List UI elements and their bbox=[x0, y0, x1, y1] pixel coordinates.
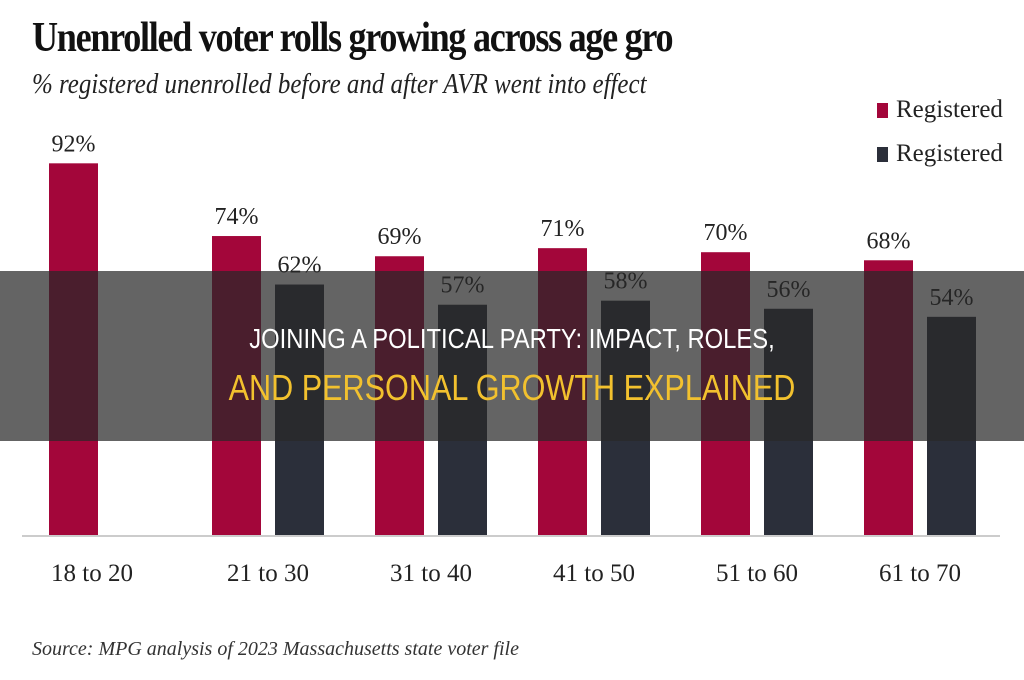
x-tick-label: 18 to 20 bbox=[51, 560, 133, 587]
legend-label-series-2: Registered bbox=[896, 140, 1003, 167]
title-banner: JOINING A POLITICAL PARTY: IMPACT, ROLES… bbox=[0, 271, 1024, 441]
legend-label-series-1: Registered bbox=[896, 96, 1003, 123]
chart-title: Unenrolled voter rolls growing across ag… bbox=[32, 15, 674, 61]
legend-item-series-1: Registered bbox=[877, 96, 1003, 124]
legend-item-series-2: Registered bbox=[877, 140, 1003, 168]
x-tick-label: 51 to 60 bbox=[716, 560, 798, 587]
x-tick-label: 61 to 70 bbox=[879, 560, 961, 587]
data-label: 71% bbox=[541, 216, 585, 242]
chart-subtitle: % registered unenrolled before and after… bbox=[32, 68, 647, 100]
x-tick-label: 41 to 50 bbox=[553, 560, 635, 587]
banner-headline-line-2: AND PERSONAL GROWTH EXPLAINED bbox=[228, 367, 796, 408]
x-tick-label: 21 to 30 bbox=[227, 560, 309, 587]
data-label: 74% bbox=[215, 204, 259, 230]
legend-swatch-series-2 bbox=[877, 146, 888, 162]
data-label: 68% bbox=[867, 228, 911, 254]
data-label: 70% bbox=[704, 220, 748, 246]
x-tick-label: 31 to 40 bbox=[390, 560, 472, 587]
data-label: 69% bbox=[378, 224, 422, 250]
banner-headline-line-1: JOINING A POLITICAL PARTY: IMPACT, ROLES… bbox=[249, 323, 775, 354]
legend-swatch-series-1 bbox=[877, 102, 888, 118]
source-note: Source: MPG analysis of 2023 Massachuset… bbox=[32, 638, 519, 660]
data-label: 92% bbox=[52, 131, 96, 157]
